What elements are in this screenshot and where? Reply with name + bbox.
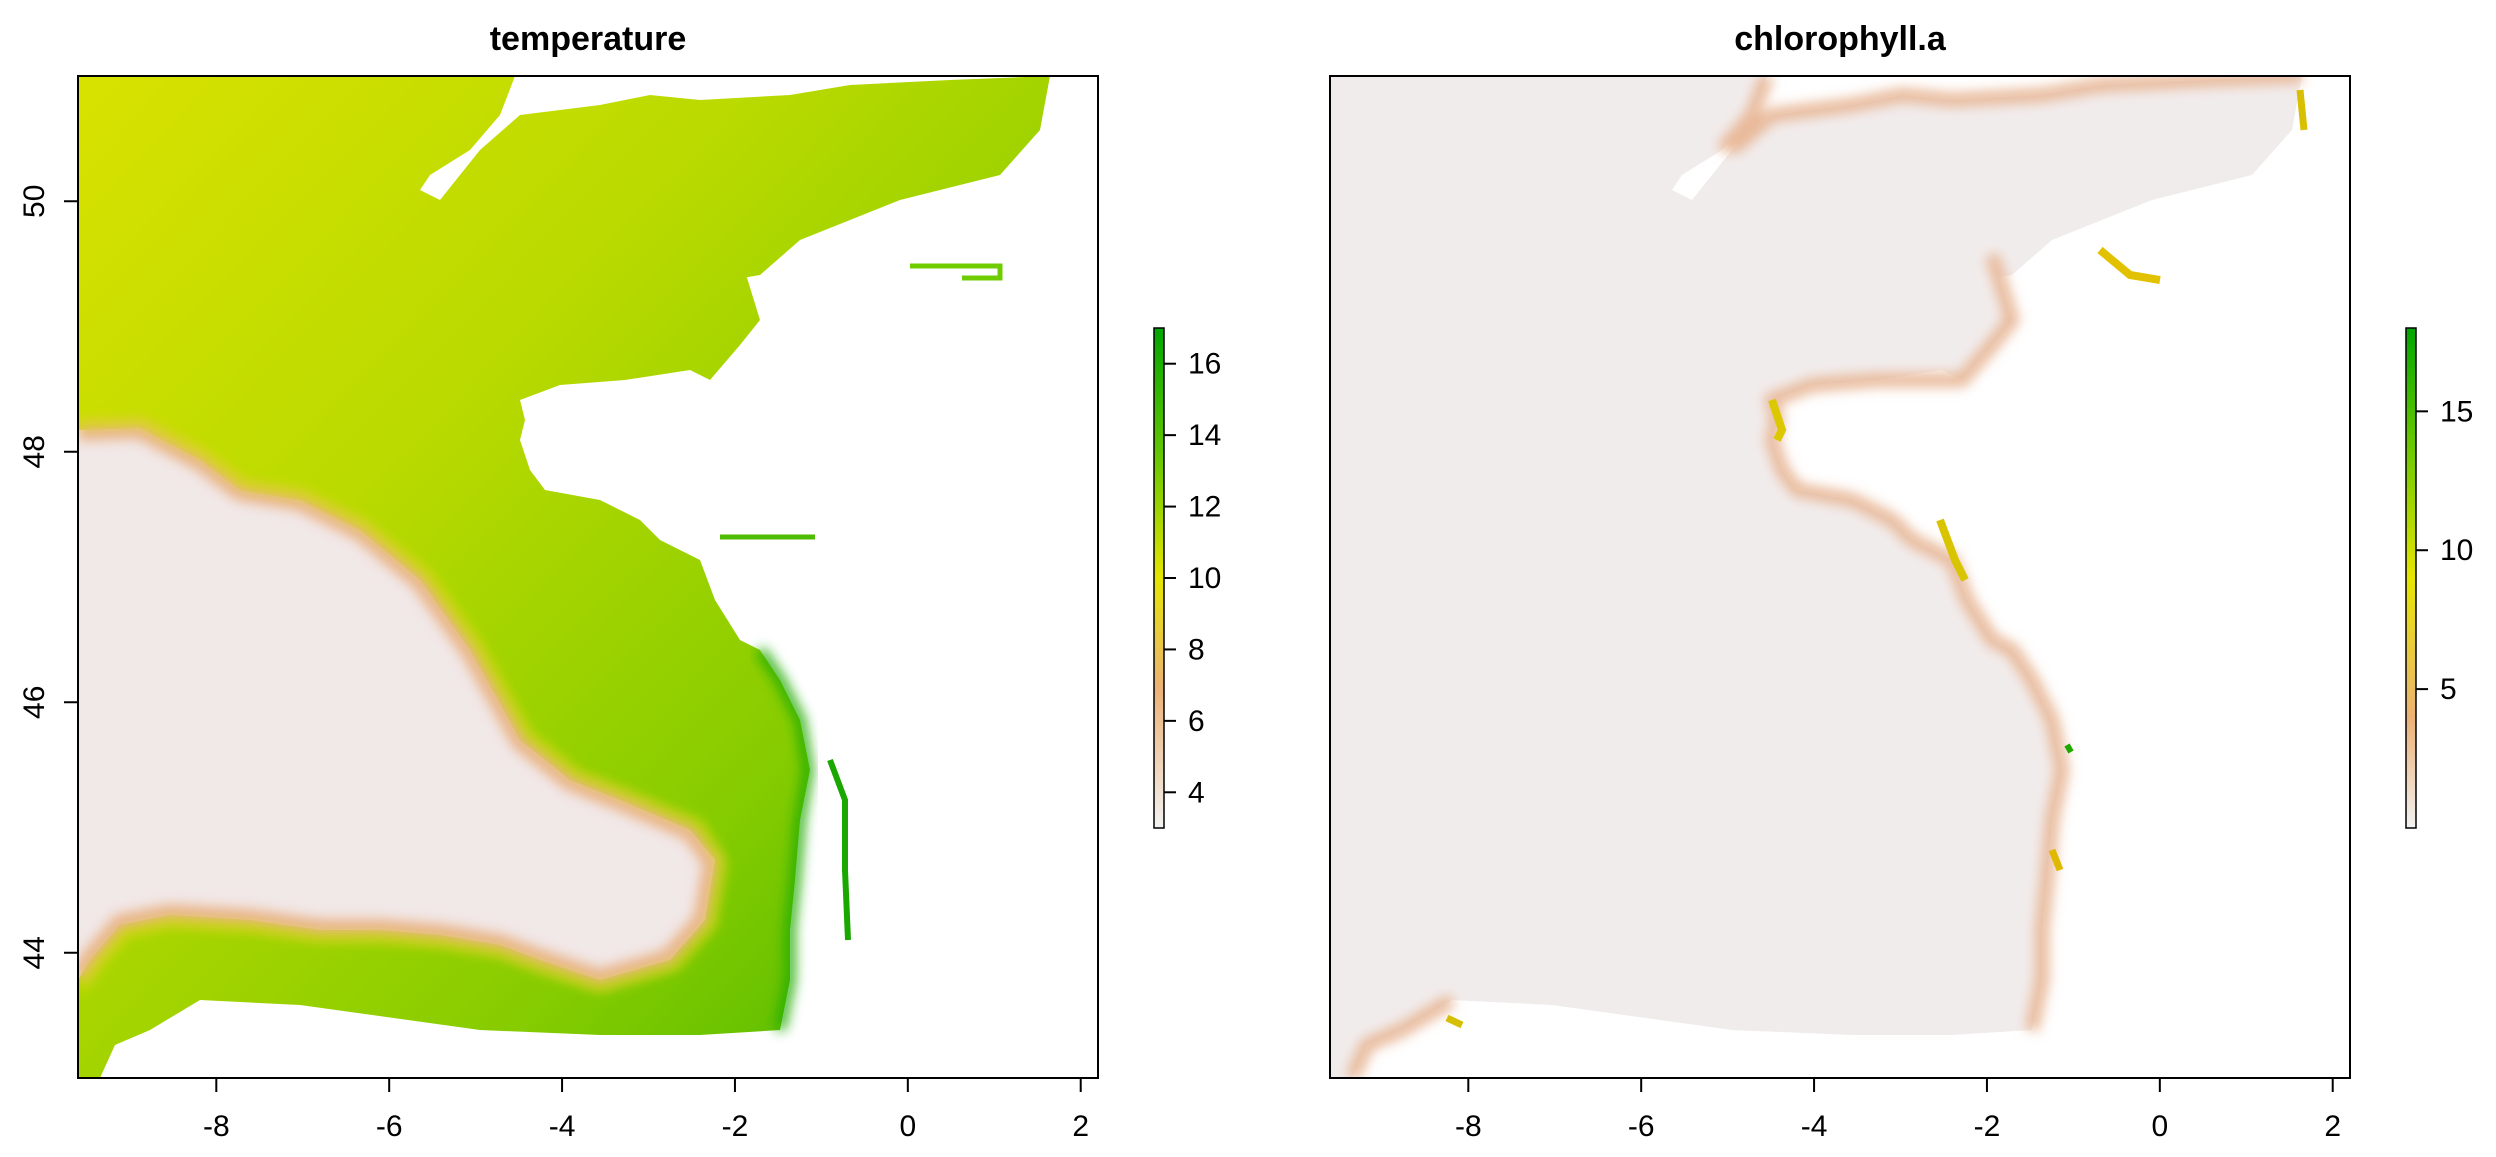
temperature-transition-band (78, 420, 722, 988)
chlorophyll-hotspot-4 (2296, 89, 2308, 131)
chlorophyll-x-axis: -8 -6 -4 -2 0 2 (1455, 1077, 2341, 1143)
temperature-x-tick-label: 0 (899, 1110, 916, 1143)
chlorophyll-x-tick-label: -4 (1801, 1110, 1828, 1143)
temperature-y-axis: 44 46 48 50 (18, 185, 79, 969)
chlorophyll-hotspot-3 (2097, 246, 2161, 284)
temperature-legend-tick-label: 10 (1188, 562, 1221, 595)
temperature-title: temperature (490, 20, 687, 58)
chlorophyll-hotspot-7 (2064, 743, 2074, 754)
temperature-y-tick-label: 50 (18, 185, 51, 218)
temperature-legend-tick-label: 4 (1188, 776, 1205, 809)
chlorophyll-hotspot-1 (1768, 398, 1787, 442)
chlorophyll-x-tick-label: -2 (1974, 1110, 2001, 1143)
chlorophyll-coastal-fringe (1345, 76, 2303, 1078)
chlorophyll-legend-ticks: 5 10 15 (2416, 395, 2473, 706)
chlorophyll-heatmap (1330, 76, 2308, 1078)
temperature-y-tick-label: 46 (18, 686, 51, 719)
chlorophyll-hotspot-2 (1936, 518, 1969, 582)
chlorophyll-x-tick-label: -8 (1455, 1110, 1482, 1143)
chlorophyll-legend-tick-label: 10 (2440, 534, 2473, 567)
chlorophyll-hotspot-5 (2048, 848, 2064, 872)
temperature-x-tick-label: -6 (376, 1110, 403, 1143)
temperature-cold-region (78, 428, 715, 980)
temperature-legend-tick-label: 14 (1188, 419, 1221, 452)
temperature-x-axis: -8 -6 -4 -2 0 2 (203, 1077, 1089, 1143)
temperature-x-tick-label: 2 (1072, 1110, 1089, 1143)
temperature-legend-tick-label: 16 (1188, 348, 1221, 381)
chlorophyll-offshore-region (1330, 76, 2302, 1078)
temperature-legend-tick-label: 12 (1188, 491, 1221, 524)
temperature-x-tick-label: -4 (549, 1110, 576, 1143)
temperature-coastal-fringe (755, 647, 814, 1031)
chlorophyll-hotspot-6 (1445, 1014, 1464, 1029)
temperature-legend-bar (1153, 327, 1165, 829)
temperature-legend-ticks: 4 6 8 10 12 14 16 (1164, 348, 1221, 809)
temperature-x-tick-label: -8 (203, 1110, 230, 1143)
chlorophyll-legend: 5 10 15 (2405, 327, 2473, 829)
temperature-y-tick-label: 48 (18, 435, 51, 468)
chlorophyll-x-tick-label: 0 (2151, 1110, 2168, 1143)
temperature-river-mark-3 (827, 758, 851, 941)
temperature-x-tick-label: -2 (722, 1110, 749, 1143)
chlorophyll-legend-tick-label: 15 (2440, 395, 2473, 428)
chlorophyll-legend-bar (2405, 327, 2417, 829)
temperature-legend-tick-label: 8 (1188, 633, 1205, 666)
chlorophyll-title: chlorophyll.a (1734, 20, 1947, 58)
temperature-heatmap (78, 76, 1050, 1078)
temperature-legend-tick-label: 6 (1188, 705, 1205, 738)
temperature-y-tick-label: 44 (18, 936, 51, 969)
chlorophyll-x-tick-label: -6 (1628, 1110, 1655, 1143)
chlorophyll-legend-tick-label: 5 (2440, 673, 2457, 706)
temperature-front-line (78, 418, 726, 992)
chlorophyll-panel: chlorophyll.a -8 -6 -4 -2 0 2 5 10 15 (1329, 20, 2473, 1143)
temperature-river-mark-1 (910, 263, 1003, 281)
chlorophyll-x-tick-label: 2 (2324, 1110, 2341, 1143)
temperature-legend: 4 6 8 10 12 14 16 (1153, 327, 1221, 829)
